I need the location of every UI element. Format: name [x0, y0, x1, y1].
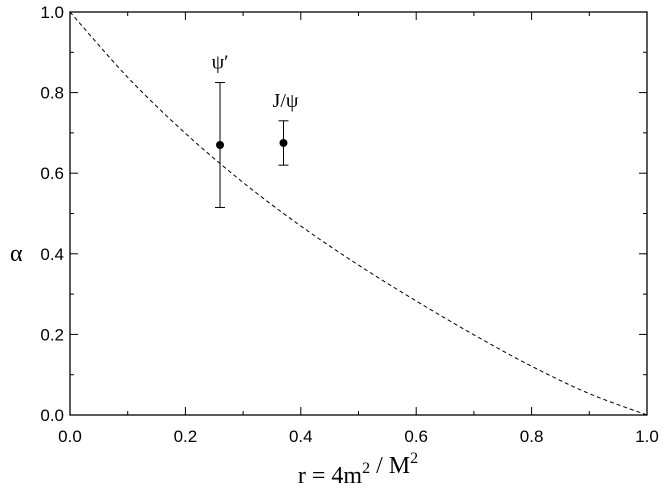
y-tick-label: 1.0 — [40, 3, 64, 22]
data-point-group: J/ψ — [273, 90, 299, 166]
tick-labels: 0.0 0.2 0.4 0.6 0.8 1.0 0.0 0.2 0.4 0.6 0.8 1.0 — [40, 3, 658, 446]
x-tick-label: 1.0 — [635, 427, 659, 446]
y-tick-label: 0.2 — [40, 325, 64, 344]
dashed-curve — [69, 11, 648, 416]
y-tick-label: 0.6 — [40, 164, 64, 183]
data-point-group: ψ′ — [212, 52, 229, 208]
data-point — [216, 140, 225, 149]
y-tick-label: 0.8 — [40, 84, 64, 103]
y-tick-label: 0.4 — [40, 245, 64, 264]
data-point — [279, 138, 288, 147]
x-tick-label: 0.8 — [520, 427, 544, 446]
x-tick-label: 0.0 — [58, 427, 82, 446]
data-points: ψ′ J/ψ — [212, 52, 299, 208]
x-tick-label: 0.2 — [174, 427, 198, 446]
x-tick-label: 0.6 — [404, 427, 428, 446]
y-axis-label: α — [10, 241, 23, 267]
x-axis-label: r = 4m2 / M2 — [298, 450, 418, 489]
point-label: ψ′ — [212, 52, 229, 74]
point-label: J/ψ — [273, 90, 299, 112]
x-tick-label: 0.4 — [289, 427, 313, 446]
plot-area-frame — [69, 11, 648, 416]
axis-ticks — [69, 11, 648, 416]
y-tick-label: 0.0 — [40, 406, 64, 425]
